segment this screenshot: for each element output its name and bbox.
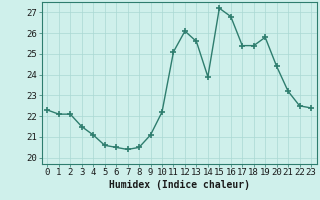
X-axis label: Humidex (Indice chaleur): Humidex (Indice chaleur) (109, 180, 250, 190)
